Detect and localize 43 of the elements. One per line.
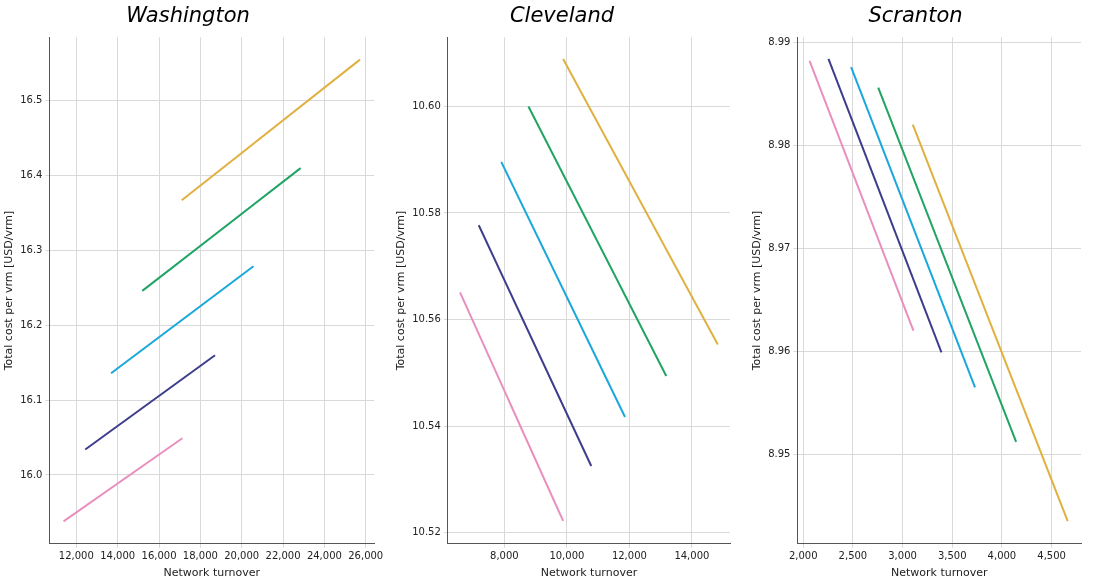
x-tick-label: 4,500 [1037,550,1066,562]
x-axis-title: Network turnover [890,566,988,580]
x-tick-label: 2,500 [838,550,868,562]
y-tick-label: 16.3 [20,244,43,256]
x-tick-label: 12,000 [58,550,94,562]
x-tick-label: 20,000 [224,550,260,562]
y-tick-label: 16.5 [20,94,43,106]
y-tick-label: 8.98 [768,138,791,150]
x-tick-label: 22,000 [265,550,301,562]
x-tick-label: 24,000 [306,550,342,562]
x-tick-label: 4,000 [987,550,1017,562]
x-tick-label: 26,000 [348,550,384,562]
x-tick-label: 2,000 [788,550,818,562]
y-tick-label: 10.56 [412,313,441,325]
y-tick-label: 16.1 [20,393,43,405]
y-tick-label: 10.54 [412,419,441,431]
y-tick-label: 8.97 [768,241,791,253]
y-axis-title: Total cost per vrm [USD/vrm] [2,210,16,372]
x-tick-label: 18,000 [182,550,218,562]
x-tick-label: 8,000 [490,550,519,562]
x-tick-label: 10,000 [549,550,585,562]
y-tick-label: 16.2 [20,318,43,330]
chart-title: Washington [126,3,250,28]
x-axis-title: Network turnover [163,566,261,580]
y-axis-title: Total cost per vrm [USD/vrm] [750,210,764,372]
chart-title: Cleveland [509,3,615,28]
y-axis-title: Total cost per vrm [USD/vrm] [394,210,408,372]
x-tick-label: 14,000 [674,550,710,562]
x-tick-label: 3,500 [937,550,967,562]
y-tick-label: 8.99 [768,35,791,47]
y-tick-label: 10.60 [412,100,441,112]
y-tick-label: 16.0 [20,468,43,480]
chart-title: Scranton [868,3,963,28]
y-tick-label: 10.58 [412,206,441,218]
x-axis-title: Network turnover [540,566,638,580]
y-tick-label: 10.52 [412,526,441,538]
y-tick-label: 8.96 [768,344,791,356]
x-tick-label: 12,000 [611,550,647,562]
x-tick-label: 3,000 [888,550,917,562]
x-tick-label: 14,000 [100,550,136,562]
x-tick-label: 16,000 [141,550,177,562]
y-tick-label: 8.95 [768,447,791,459]
y-tick-label: 16.4 [20,169,43,181]
